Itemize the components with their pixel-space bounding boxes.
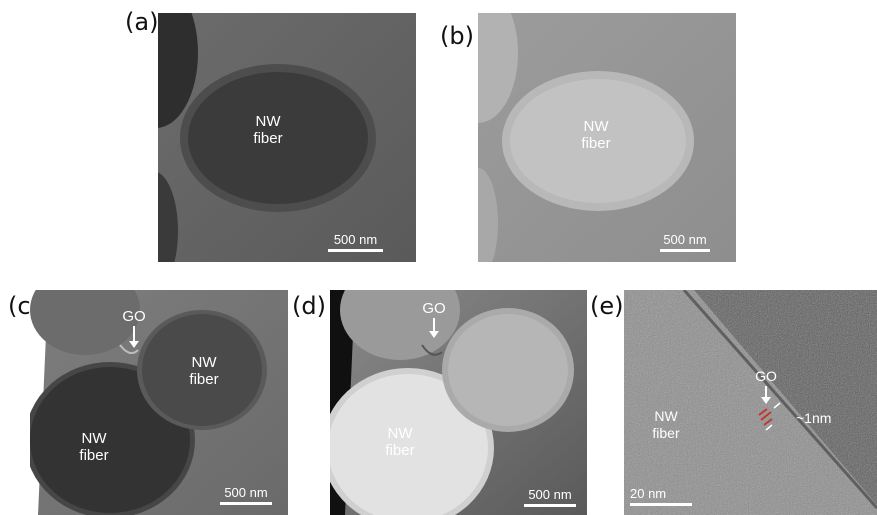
panel-e-go-label: GO (755, 368, 777, 384)
panel-b-label: (b) (440, 22, 474, 50)
panel-d-image (330, 290, 587, 515)
panel-e-scale-bar (630, 503, 692, 506)
panel-a-label: (a) (125, 8, 159, 36)
panel-a-scalebar: 500 nm (328, 232, 383, 252)
panel-e-thickness-label: ~1nm (796, 410, 832, 426)
panel-c-image (30, 290, 288, 515)
panel-d-scale-text: 500 nm (528, 487, 572, 502)
panel-a-fiber-label: NW fiber (253, 113, 283, 147)
panel-d-go-arrow (429, 318, 439, 338)
panel-b-image (478, 13, 736, 262)
panel-e-scale-text: 20 nm (630, 486, 667, 501)
panel-a-scale-bar (328, 249, 383, 252)
panel-c-go-label: GO (122, 308, 146, 325)
panel-e-scalebar: 20 nm (630, 486, 692, 506)
panel-a-scale-text: 500 nm (333, 232, 378, 247)
panel-a-image (158, 13, 416, 262)
panel-b-scale-text: 500 nm (663, 232, 707, 247)
panel-e-image (624, 290, 877, 515)
panel-b-scale-bar (660, 249, 710, 252)
panel-d-scale-bar (524, 504, 576, 507)
panel-c-scalebar: 500 nm (220, 485, 272, 505)
panel-e-fiber-label: NW fiber (652, 408, 680, 441)
panel-c-scale-text: 500 nm (224, 485, 268, 500)
panel-c-scale-bar (220, 502, 272, 505)
panel-d-go-label: GO (422, 300, 446, 317)
panel-c-fiber-label-2: NW fiber (79, 430, 109, 464)
panel-c-go-arrow (129, 326, 139, 348)
panel-e-label: (e) (590, 292, 624, 320)
panel-d-fiber-label: NW fiber (385, 425, 415, 459)
panel-b-scalebar: 500 nm (660, 232, 710, 252)
panel-b-fiber-label: NW fiber (581, 118, 611, 152)
panel-d-scalebar: 500 nm (524, 487, 576, 507)
panel-c-fiber-label-1: NW fiber (189, 354, 219, 388)
panel-e-go-arrow (761, 386, 771, 404)
panel-d-label: (d) (292, 292, 326, 320)
